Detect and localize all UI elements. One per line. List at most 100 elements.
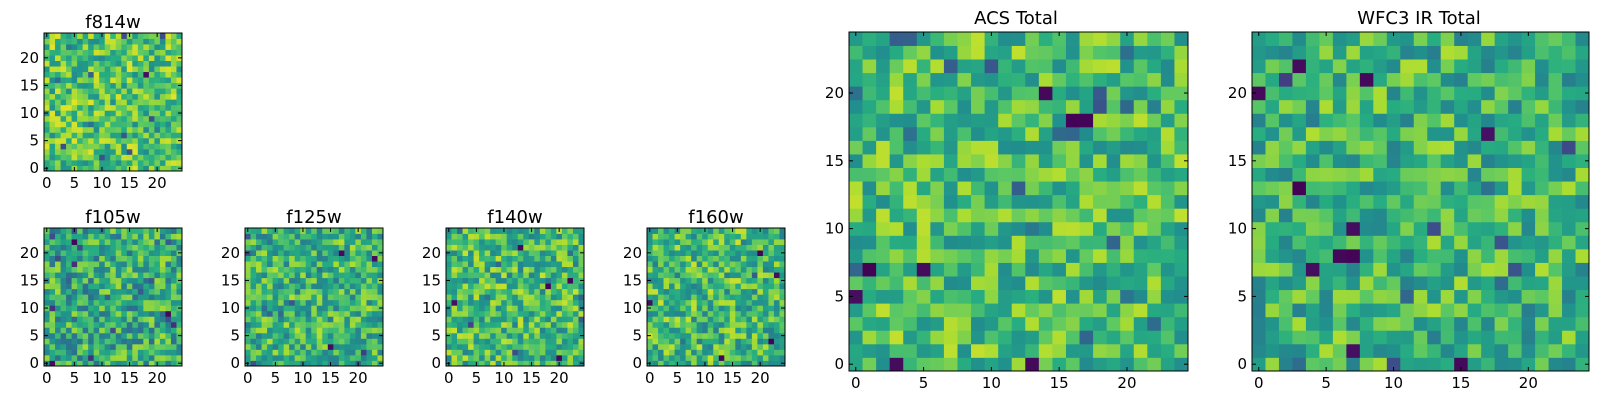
heatmap-cell	[1454, 330, 1469, 345]
heatmap-cell	[707, 255, 714, 262]
heatmap-cell	[1038, 330, 1053, 345]
heatmap-cell	[1319, 194, 1334, 209]
heatmap-cell	[71, 77, 78, 84]
heatmap-cell	[971, 181, 985, 196]
heatmap-cell	[1106, 357, 1121, 372]
heatmap-cell	[137, 110, 144, 117]
heatmap-cell	[903, 276, 918, 291]
heatmap-cell	[1332, 45, 1347, 60]
heatmap-cell	[289, 327, 296, 334]
heatmap-cell	[1106, 248, 1121, 263]
heatmap-cell	[517, 277, 524, 284]
heatmap-cell	[998, 113, 1013, 128]
y-tick-label: 20	[1228, 84, 1247, 102]
heatmap-cell	[1332, 140, 1347, 155]
heatmap-cell	[261, 233, 268, 240]
heatmap-cell	[724, 239, 731, 245]
heatmap-cell	[55, 277, 61, 284]
heatmap-cell	[943, 86, 958, 101]
heatmap-cell	[680, 305, 687, 312]
heatmap-cell	[77, 299, 84, 306]
heatmap-cell	[1079, 32, 1094, 46]
heatmap-cell	[93, 338, 100, 345]
heatmap-cell	[1292, 330, 1307, 345]
heatmap-cell	[1332, 59, 1347, 74]
heatmap-cell	[311, 244, 318, 251]
heatmap-cell	[1494, 154, 1509, 168]
heatmap-cell	[729, 321, 736, 328]
heatmap-cell	[501, 239, 508, 245]
heatmap-cell	[674, 239, 681, 245]
heatmap-cell	[170, 159, 177, 166]
heatmap-cell	[1373, 113, 1388, 128]
heatmap-cell	[862, 113, 877, 128]
heatmap-cell	[245, 343, 251, 350]
heatmap-cell	[55, 49, 61, 56]
heatmap-cell	[512, 332, 519, 339]
heatmap-cell	[556, 310, 563, 317]
heatmap-cell	[691, 266, 698, 273]
heatmap-cell	[148, 261, 155, 268]
heatmap-cell	[311, 327, 318, 334]
x-tick-label: 5	[472, 369, 482, 387]
heatmap-cell	[55, 148, 61, 155]
heatmap-cell	[82, 316, 89, 323]
heatmap-cell	[762, 277, 769, 284]
heatmap-cell	[572, 354, 579, 361]
heatmap-cell	[176, 354, 183, 361]
heatmap-cell	[903, 113, 918, 128]
heatmap-cell	[1508, 181, 1522, 196]
heatmap-cell	[93, 38, 100, 45]
axes-frame	[43, 32, 183, 172]
x-tick-label: 10	[695, 369, 714, 387]
heatmap-cell	[1481, 72, 1496, 87]
heatmap-cell	[49, 338, 56, 345]
heatmap-cell	[523, 288, 530, 295]
heatmap-cell	[1440, 194, 1455, 209]
heatmap-cell	[1106, 316, 1121, 331]
heatmap-cell	[729, 283, 736, 290]
heatmap-cell	[82, 77, 89, 84]
heatmap-cell	[462, 272, 469, 279]
heatmap-cell	[1481, 357, 1496, 372]
heatmap-cell	[740, 360, 747, 367]
heatmap-cell	[154, 277, 161, 284]
heatmap-cell	[523, 299, 530, 306]
heatmap-cell	[1521, 194, 1536, 209]
heatmap-cell	[311, 233, 318, 240]
heatmap-cell	[1319, 221, 1334, 236]
heatmap-cell	[512, 261, 519, 268]
heatmap-cell	[680, 233, 687, 240]
heatmap-cell	[930, 45, 945, 60]
heatmap-cell	[110, 305, 117, 312]
heatmap-cell	[1373, 72, 1388, 87]
heatmap-cell	[768, 338, 775, 345]
heatmap-cell	[93, 66, 100, 73]
heatmap-cell	[523, 343, 530, 350]
heatmap-cell	[132, 316, 139, 323]
heatmap-cell	[652, 272, 659, 279]
heatmap-cell	[658, 338, 664, 345]
heatmap-cell	[283, 288, 290, 295]
heatmap-cell	[137, 343, 144, 350]
heatmap-cell	[99, 88, 106, 95]
heatmap-cell	[278, 233, 285, 240]
heatmap-cell	[49, 332, 56, 339]
heatmap-cell	[66, 316, 72, 323]
heatmap-cell	[143, 239, 150, 245]
heatmap-cell	[674, 327, 681, 334]
heatmap-cell	[696, 277, 703, 284]
heatmap-cell	[344, 233, 351, 240]
heatmap-cell	[366, 250, 373, 256]
heatmap-cell	[691, 343, 698, 350]
heatmap-cell	[1305, 221, 1320, 236]
heatmap-cell	[561, 354, 568, 361]
heatmap-cell	[889, 276, 904, 291]
heatmap-cell	[272, 250, 279, 256]
heatmap-cell	[154, 148, 161, 155]
heatmap-cell	[512, 294, 519, 301]
heatmap-cell	[322, 316, 329, 323]
heatmap-cell	[311, 343, 318, 350]
heatmap-cell	[490, 338, 497, 345]
heatmap-cell	[1160, 289, 1175, 304]
